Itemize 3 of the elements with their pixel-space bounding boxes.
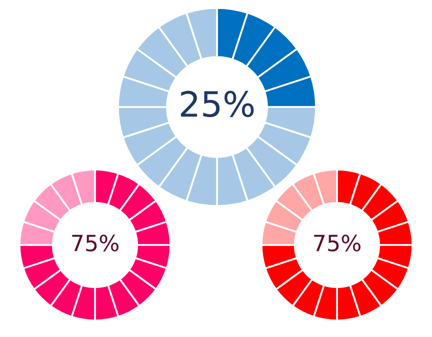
text: 75% bbox=[72, 234, 118, 252]
text: 25% bbox=[180, 90, 254, 118]
text: 75% bbox=[314, 234, 360, 252]
